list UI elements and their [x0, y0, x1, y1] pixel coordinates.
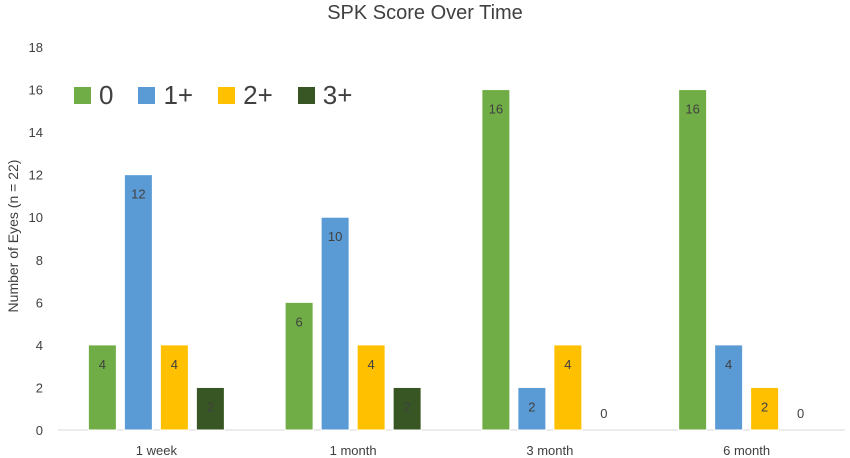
bar: [481, 89, 511, 431]
y-tick-label: 4: [36, 338, 43, 353]
data-label: 2: [761, 399, 768, 414]
bar: [517, 386, 547, 431]
x-tick-label: 1 month: [330, 443, 377, 458]
bar: [284, 301, 314, 431]
y-tick-label: 8: [36, 253, 43, 268]
data-label: 2: [528, 399, 535, 414]
data-label: 2: [207, 399, 214, 414]
legend-item: 3+: [297, 80, 353, 111]
legend-label: 2+: [243, 80, 273, 110]
data-label: 0: [797, 406, 804, 421]
y-tick-label: 18: [29, 40, 43, 55]
legend-label: 0: [99, 80, 114, 110]
bar: [553, 344, 583, 431]
x-tick-label: 1 week: [136, 443, 178, 458]
data-label: 16: [685, 102, 699, 117]
bar: [356, 344, 386, 431]
legend-label: 1+: [163, 80, 194, 110]
data-label: 4: [171, 357, 178, 372]
data-label: 12: [131, 187, 145, 202]
x-tick-label: 3 month: [526, 443, 573, 458]
y-tick-label: 14: [29, 125, 43, 140]
legend-label: 3+: [322, 80, 353, 110]
y-tick-label: 0: [36, 423, 43, 438]
data-label: 16: [489, 102, 503, 117]
y-tick-label: 16: [29, 83, 43, 98]
bar: [320, 216, 350, 431]
bar: [123, 174, 153, 431]
legend-item: 1+: [138, 80, 193, 111]
data-label: 6: [296, 314, 303, 329]
data-label: 0: [600, 406, 607, 421]
y-tick-label: 10: [29, 210, 43, 225]
x-tick-label: 6 month: [723, 443, 770, 458]
chart-title: SPK Score Over Time: [327, 2, 523, 24]
data-label: 4: [368, 357, 375, 372]
legend-item: 2+: [218, 80, 273, 111]
bar: [678, 89, 708, 431]
data-label: 4: [564, 357, 571, 372]
legend-swatch: [138, 87, 156, 104]
data-label: 4: [725, 357, 732, 372]
legend-swatch: [297, 87, 315, 104]
legend-item: 0: [74, 80, 113, 111]
bar: [750, 386, 780, 431]
data-label: 4: [99, 357, 106, 372]
y-tick-label: 2: [36, 380, 43, 395]
bar: [87, 344, 117, 431]
data-label: 10: [328, 229, 342, 244]
bar: [159, 344, 189, 431]
bar: [195, 386, 225, 431]
legend-swatch: [218, 87, 236, 104]
legend-swatch: [74, 87, 91, 104]
data-label: 2: [404, 399, 411, 414]
bar: [714, 344, 744, 431]
y-tick-label: 6: [36, 295, 43, 310]
y-tick-label: 12: [29, 168, 43, 183]
bar: [392, 386, 422, 431]
legend: 0 1+ 2+ 3+: [74, 80, 377, 111]
